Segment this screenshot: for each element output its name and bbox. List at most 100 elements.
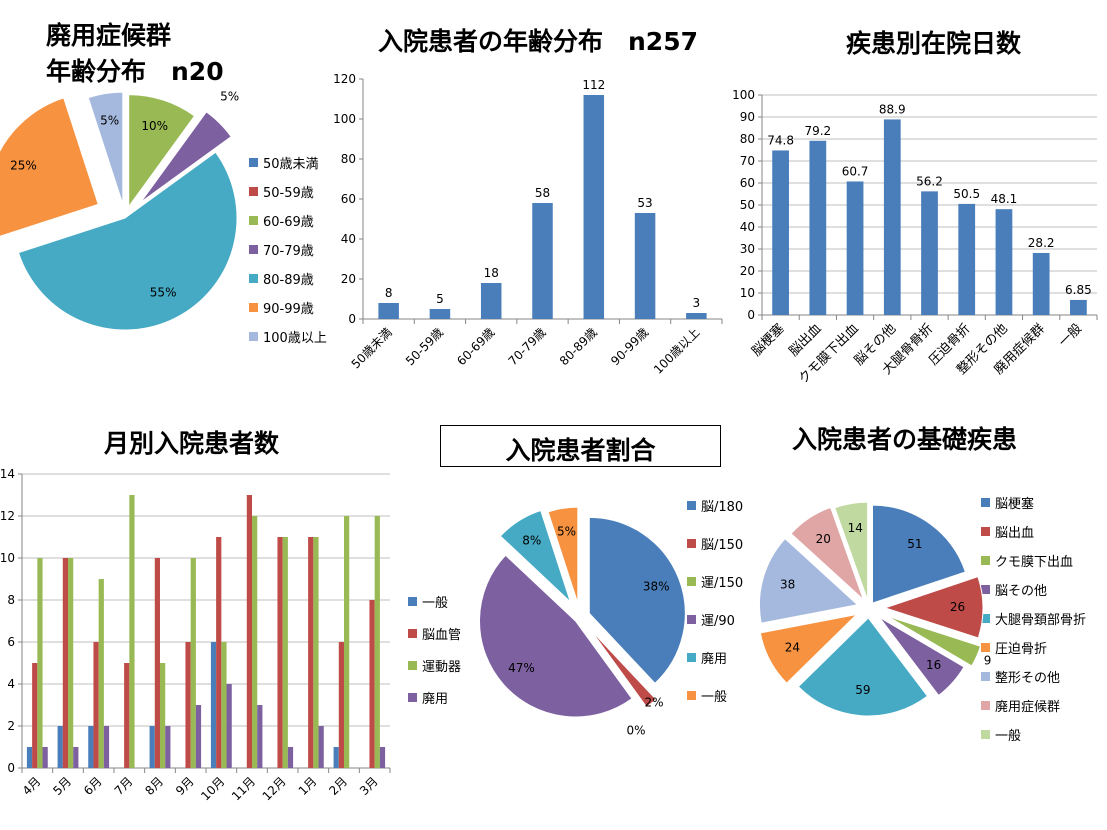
bar — [257, 705, 263, 768]
legend-swatch — [249, 303, 258, 312]
bar-data-label: 18 — [484, 266, 499, 280]
pie-data-label: 5% — [100, 114, 119, 128]
y-tick-label: 40 — [341, 232, 356, 246]
ratio-title: 入院患者割合 — [505, 436, 656, 465]
monthly-legend: 一般 脳血管 運動器 廃用 — [408, 585, 461, 713]
legend-swatch — [981, 585, 990, 594]
pie-slice-item-0 — [872, 504, 967, 604]
bar — [246, 495, 252, 768]
pie-slice-item-3 — [140, 111, 232, 203]
legend-item: 廃用 — [687, 638, 743, 676]
pie-data-label: 55% — [150, 285, 177, 299]
y-tick-label: 8 — [7, 593, 15, 607]
legend-item: 一般 — [408, 585, 461, 617]
legend-swatch — [687, 576, 696, 586]
pie-data-label: 24 — [785, 641, 800, 655]
legend-swatch — [687, 652, 696, 662]
pie-data-label: 25% — [10, 159, 37, 173]
legend-swatch — [981, 730, 990, 739]
legend-swatch — [408, 596, 417, 606]
bar-data-label: 60.7 — [842, 164, 869, 178]
x-tick-label: 50歳未満 — [349, 325, 395, 371]
bar — [42, 747, 48, 768]
bar — [282, 537, 288, 768]
y-tick-label: 60 — [740, 176, 755, 190]
bar — [846, 181, 864, 315]
pie-slice-item-6 — [87, 91, 124, 205]
y-tick-label: 50 — [740, 198, 755, 212]
legend-item: 運動器 — [408, 649, 461, 681]
pie-data-label: 5% — [220, 89, 239, 103]
bar-data-label: 48.1 — [991, 192, 1018, 206]
pie-data-label: 47% — [508, 661, 535, 675]
pie-slice-item-1 — [883, 576, 984, 639]
pie-data-label: 26 — [950, 600, 965, 614]
bar — [57, 726, 63, 768]
x-tick-label: 100歳以上 — [651, 325, 703, 377]
x-tick-label: 2月 — [326, 774, 350, 798]
legend-item: 廃用症候群 — [981, 691, 1086, 720]
y-tick-label: 20 — [740, 264, 755, 278]
ratio-legend: 脳/180 脳/150 運/150 運/90 廃用 一般 — [687, 486, 743, 714]
pie-data-label: 5% — [557, 525, 576, 539]
pie-data-label: 9 — [984, 654, 992, 668]
bar — [995, 209, 1013, 315]
y-tick-label: 4 — [7, 677, 15, 691]
bar-data-label: 53 — [637, 196, 652, 210]
x-tick-label: 3月 — [357, 774, 381, 798]
pie-data-label: 38 — [780, 578, 795, 592]
bar — [103, 726, 110, 768]
legend-swatch — [249, 187, 258, 196]
legend-swatch — [249, 274, 258, 283]
x-tick-label: 9月 — [173, 774, 197, 798]
monthly-title: 月別入院患者数 — [104, 429, 280, 458]
legend-item: 90-99歳 — [249, 293, 327, 322]
bar — [68, 558, 74, 768]
pie-data-label: 16 — [926, 658, 941, 672]
y-tick-label: 70 — [740, 154, 755, 168]
bar — [686, 313, 707, 319]
bar — [88, 726, 94, 768]
legend-item: クモ膜下出血 — [981, 546, 1086, 575]
y-tick-label: 14 — [0, 467, 15, 481]
pie-data-label: 2% — [644, 696, 663, 710]
y-tick-label: 6 — [7, 635, 15, 649]
pie-slice-item-3 — [879, 616, 965, 697]
x-tick-label: 脳梗塞 — [749, 321, 788, 360]
bar-data-label: 50.5 — [953, 187, 980, 201]
bar — [333, 747, 339, 768]
legend-item: 脳/180 — [687, 486, 743, 524]
pie-data-label: 20 — [816, 532, 831, 546]
x-tick-label: 90-99歳 — [608, 325, 651, 368]
y-tick-label: 100 — [732, 88, 755, 102]
legend-label: 一般 — [995, 729, 1022, 744]
legend-item: 脳出血 — [981, 517, 1086, 546]
x-tick-label: 4月 — [20, 774, 44, 798]
legend-label: 脳出血 — [995, 526, 1035, 541]
legend-item: 脳梗塞 — [981, 488, 1086, 517]
legend-label: 運/150 — [701, 575, 744, 591]
legend-swatch — [687, 690, 696, 700]
bar — [93, 642, 99, 768]
legend-label: 50-59歳 — [263, 186, 314, 201]
legend-label: 廃用 — [422, 691, 449, 707]
bar-data-label: 3 — [693, 296, 701, 310]
legend-swatch — [249, 245, 258, 254]
bar — [73, 747, 79, 768]
y-tick-label: 30 — [740, 242, 755, 256]
bar — [369, 600, 375, 768]
legend-label: 脳/150 — [701, 537, 744, 553]
bar — [154, 558, 160, 768]
bar — [287, 747, 294, 768]
bar — [37, 558, 43, 768]
bar — [921, 191, 938, 315]
x-tick-label: 8月 — [142, 774, 166, 798]
bar — [165, 726, 171, 768]
pie-data-label: 10% — [141, 119, 168, 133]
bar-data-label: 6.85 — [1065, 283, 1092, 297]
legend-item: 整形その他 — [981, 662, 1086, 691]
bar — [772, 150, 789, 315]
legend-label: 50歳未満 — [263, 157, 319, 172]
bar — [26, 747, 33, 768]
legend-label: 運動器 — [422, 659, 462, 675]
